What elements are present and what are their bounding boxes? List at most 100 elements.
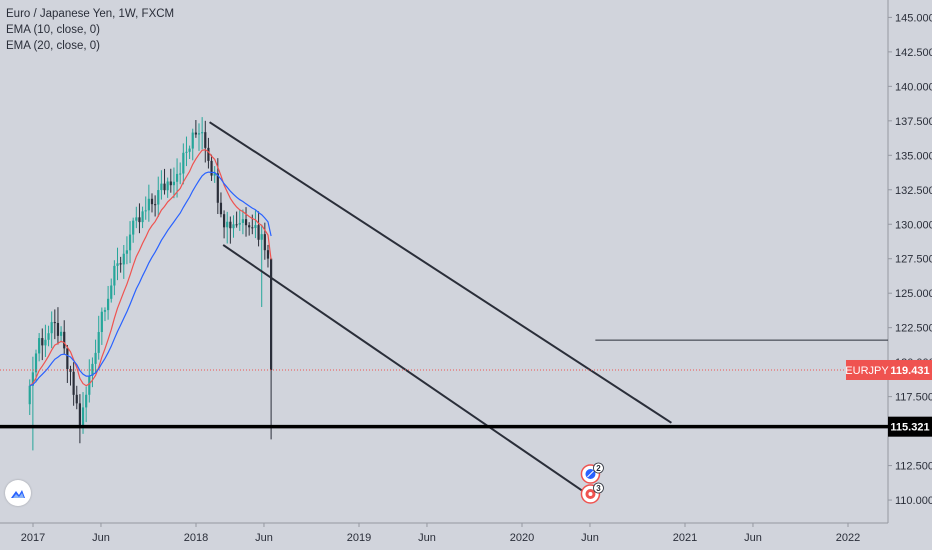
x-tick-label: Jun <box>744 532 762 544</box>
target-icon-center <box>588 492 593 496</box>
candle-body <box>207 147 210 161</box>
legend-ema-20[interactable]: EMA (20, close, 0) <box>6 40 100 52</box>
price-badge <box>888 359 932 380</box>
candle-body <box>175 173 179 182</box>
candle-body <box>144 210 147 212</box>
symbol-label: EURJPY <box>845 365 889 377</box>
candle-body <box>163 183 166 191</box>
candle-body <box>210 160 213 176</box>
candle-body <box>69 368 72 372</box>
candle-body <box>56 322 60 336</box>
event-count-label: 2 <box>596 464 601 473</box>
candle-body <box>154 204 157 206</box>
candle-body <box>238 222 241 225</box>
candle-body <box>50 322 53 334</box>
legend-symbol[interactable]: Euro / Japanese Yen, 1W, FXCM <box>6 8 175 20</box>
candle-body <box>116 263 119 266</box>
candle-body <box>222 214 226 228</box>
candle-body <box>248 225 251 228</box>
candle-body <box>34 353 38 373</box>
candle-body <box>219 202 223 215</box>
candle-body <box>119 263 122 265</box>
candle-body <box>66 348 69 369</box>
y-tick-label: 122.500 <box>895 323 932 335</box>
candle-body <box>141 211 144 223</box>
candle-body <box>197 133 201 135</box>
candle-body <box>157 190 160 205</box>
y-tick-label: 137.500 <box>895 116 932 128</box>
tradingview-logo-icon[interactable] <box>5 480 31 506</box>
candle-body <box>122 253 125 265</box>
candle-body <box>254 225 257 228</box>
candle-body <box>128 234 132 251</box>
candle-body <box>75 394 78 404</box>
x-tick-label: 2019 <box>347 532 371 544</box>
candle-body <box>232 224 235 229</box>
candle-body <box>97 332 100 353</box>
candle-body <box>270 258 273 370</box>
x-tick-label: Jun <box>92 532 110 544</box>
candle-body <box>213 173 216 176</box>
y-tick-label: 112.500 <box>895 461 932 473</box>
y-tick-label: 135.000 <box>895 150 932 162</box>
candle-body <box>63 331 66 349</box>
ema-20-line <box>29 171 272 387</box>
price-value: 119.431 <box>890 365 929 377</box>
y-tick-label: 127.500 <box>895 254 932 266</box>
candle-body <box>85 394 88 408</box>
candle-body <box>138 217 141 223</box>
candle-body <box>260 234 263 240</box>
candle-body <box>107 298 110 311</box>
support-badge <box>888 416 932 437</box>
y-tick-label: 117.500 <box>895 392 932 404</box>
x-tick-label: 2020 <box>510 532 534 544</box>
candle-body <box>132 220 135 235</box>
candle-body <box>94 352 97 364</box>
event-count-badge <box>593 482 604 494</box>
candle-body <box>147 198 150 211</box>
candle-body <box>257 225 260 240</box>
x-tick-label: Jun <box>255 532 273 544</box>
x-tick-label: 2022 <box>836 532 860 544</box>
candle-body <box>194 132 197 135</box>
symbol-badge <box>846 359 888 380</box>
candle-body <box>78 403 81 427</box>
candle-body <box>172 181 176 186</box>
candle-body <box>135 217 138 221</box>
candle-body <box>81 407 85 427</box>
candle-body <box>251 227 254 229</box>
flag-icon-stroke <box>587 470 594 478</box>
candle-body <box>88 375 91 395</box>
candle-body <box>150 198 154 205</box>
candle-body <box>28 385 31 405</box>
y-tick-label: 125.000 <box>895 288 932 300</box>
y-tick-label: 140.000 <box>895 81 932 93</box>
candle-body <box>160 183 163 191</box>
candle-body <box>266 250 270 259</box>
ema-10-line <box>29 149 272 387</box>
candle-body <box>182 152 185 174</box>
candle-body <box>216 173 219 203</box>
candle-body <box>41 338 44 346</box>
x-tick-label: 2021 <box>673 532 697 544</box>
candle-body <box>244 219 248 226</box>
event-marker: 2 <box>580 462 604 484</box>
candle-body <box>263 234 266 251</box>
candle-body <box>103 310 107 312</box>
event-count-label: 3 <box>596 484 601 493</box>
y-tick-label: 132.500 <box>895 185 932 197</box>
candle-body <box>169 181 172 186</box>
legend-ema-10[interactable]: EMA (10, close, 0) <box>6 24 100 36</box>
x-tick-label: Jun <box>581 532 599 544</box>
candle-body <box>44 339 47 346</box>
candle-body <box>113 265 116 286</box>
candle-body <box>235 224 238 226</box>
candle-body <box>47 333 50 340</box>
y-tick-label: 110.000 <box>895 495 932 507</box>
support-label: 115.321 <box>888 416 932 437</box>
candle-body <box>59 331 63 336</box>
candle-body <box>229 221 232 229</box>
candle-body <box>38 338 41 354</box>
candle-body <box>53 322 56 324</box>
